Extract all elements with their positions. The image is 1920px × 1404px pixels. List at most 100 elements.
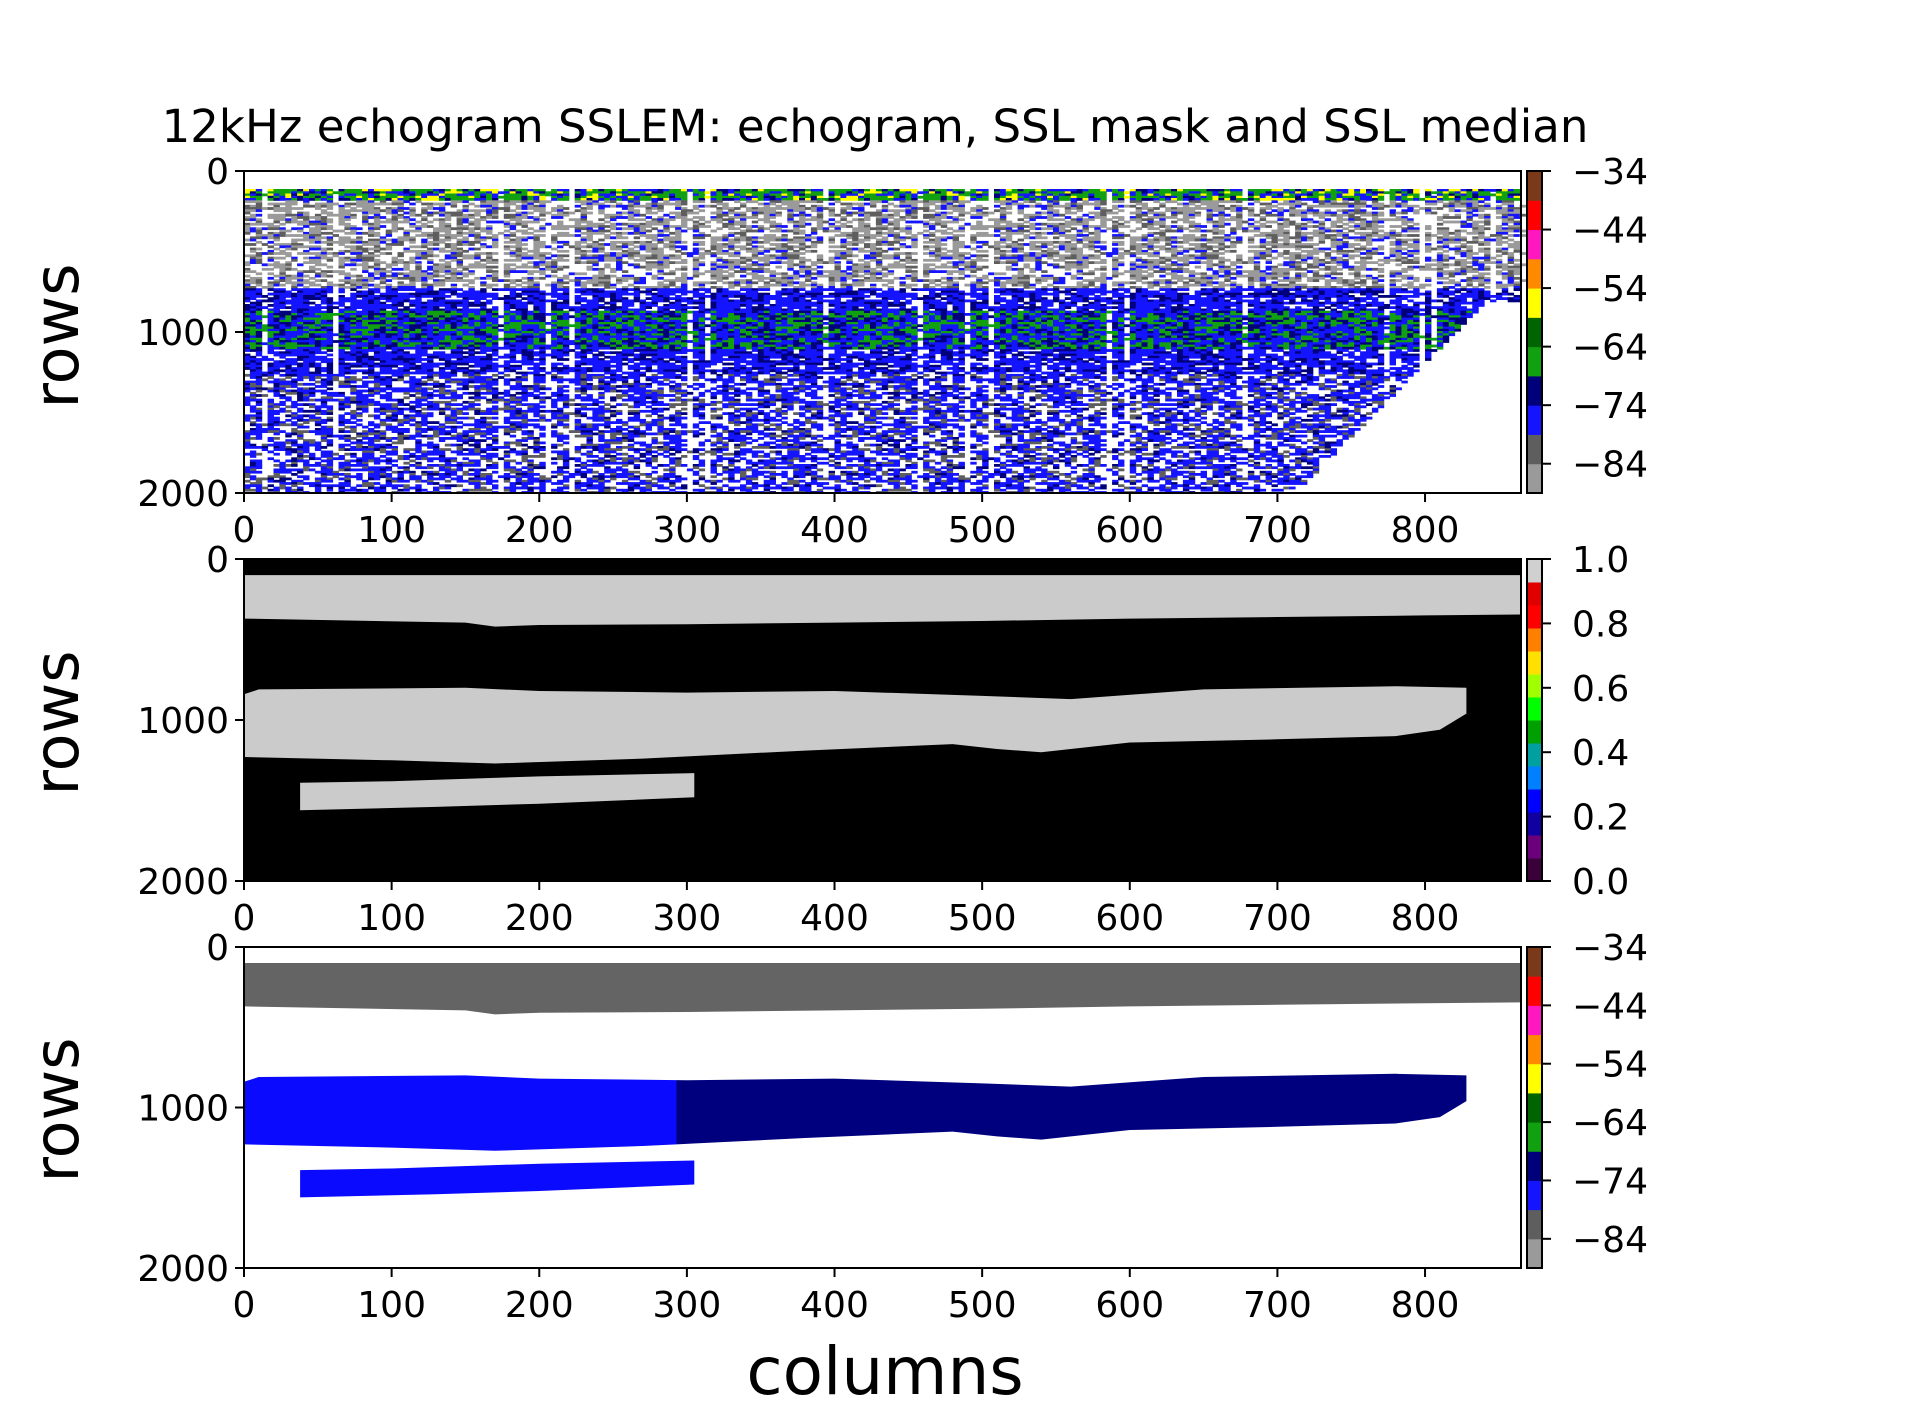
echogram-cell (450, 389, 458, 393)
echogram-cell (403, 218, 410, 222)
echogram-cell (344, 240, 351, 244)
echogram-cell (557, 335, 564, 339)
echogram-cell (244, 466, 251, 470)
echogram-cell (397, 400, 404, 404)
echogram-cell (403, 238, 410, 242)
echogram-cell (533, 464, 540, 467)
echogram-cell (309, 484, 316, 488)
echogram-cell (373, 322, 381, 325)
echogram-cell (421, 195, 428, 199)
echogram-cell (509, 387, 517, 391)
echogram-cell (456, 367, 463, 370)
echogram-cell (486, 313, 493, 316)
echogram-cell (521, 331, 528, 334)
echogram-cell (373, 459, 381, 463)
echogram-cell (320, 204, 328, 208)
echogram-cell (427, 369, 434, 373)
echogram-cell (433, 322, 440, 325)
echogram-plot-area (243, 170, 1526, 494)
echogram-cell (509, 349, 517, 352)
echogram-cell (303, 346, 310, 350)
echogram-cell (521, 349, 528, 352)
echogram-cell (391, 464, 398, 467)
echogram-cell (344, 351, 351, 355)
echogram-cell (314, 405, 322, 409)
echogram-cell (356, 331, 363, 334)
echogram-cell (362, 270, 369, 273)
echogram-cell (533, 389, 540, 393)
echogram-cell (409, 470, 416, 474)
echogram-cell (527, 261, 534, 264)
echogram-cell (267, 308, 274, 312)
echogram-cell (338, 351, 345, 355)
echogram-cell (456, 335, 463, 339)
echogram-cell (421, 234, 428, 237)
echogram-cell (409, 261, 416, 264)
echogram-cell (267, 439, 274, 442)
echogram-cell (373, 234, 381, 237)
echogram-cell (350, 346, 357, 350)
echogram-cell (356, 328, 363, 332)
echogram-cell (450, 355, 458, 359)
echogram-cell (450, 337, 458, 341)
echogram-cell (309, 308, 316, 312)
echogram-cell (261, 378, 269, 382)
echogram-cell (427, 315, 434, 319)
echogram-cell (320, 439, 328, 442)
echogram-cell (338, 270, 345, 273)
echogram-cell (545, 193, 552, 197)
echogram-cell (267, 358, 274, 361)
echogram-cell (503, 279, 511, 282)
echogram-cell (356, 434, 363, 438)
echogram-cell (255, 459, 263, 463)
echogram-cell (551, 461, 558, 465)
echogram-cell (421, 466, 428, 470)
echogram-cell (403, 198, 410, 201)
echogram-cell (338, 198, 345, 201)
echogram-cell (320, 252, 328, 255)
echogram-cell (433, 189, 440, 192)
echogram-cell (356, 340, 363, 343)
echogram-cell (356, 405, 363, 409)
echogram-cell (291, 331, 298, 334)
echogram-cell (415, 333, 422, 337)
echogram-cell (297, 414, 304, 418)
echogram-cell (303, 319, 310, 323)
echogram-cell (344, 263, 351, 267)
echogram-cell (421, 335, 428, 339)
echogram-cell (303, 200, 310, 204)
echogram-cell (521, 319, 528, 323)
echogram-cell (362, 204, 369, 208)
echogram-cell (249, 398, 257, 402)
echogram-cell (509, 425, 517, 429)
echogram-cell (356, 484, 363, 488)
echogram-cell (492, 308, 499, 312)
echogram-cell (309, 382, 316, 386)
echogram-cell (515, 470, 522, 474)
echogram-cell (273, 301, 280, 305)
echogram-cell (285, 198, 292, 201)
echogram-cell (362, 353, 369, 357)
echogram-cell (303, 249, 310, 253)
echogram-cell (314, 486, 322, 490)
echogram-cell (462, 193, 469, 197)
echogram-cell (326, 369, 334, 373)
echogram-cell (362, 362, 369, 366)
echogram-cell (444, 328, 452, 332)
echogram-cell (444, 360, 452, 364)
echogram-cell (273, 209, 280, 213)
echogram-cell (285, 195, 292, 199)
echogram-cell (415, 263, 422, 267)
echogram-cell (539, 385, 546, 388)
echogram-cell (379, 276, 387, 280)
echogram-cell (297, 319, 304, 323)
echogram-cell (415, 484, 422, 488)
echogram-cell (527, 288, 534, 291)
echogram-cell (551, 299, 558, 303)
echogram-cell (255, 220, 263, 224)
echogram-cell (497, 396, 505, 400)
echogram-cell (492, 367, 499, 370)
echogram-cell (456, 446, 463, 449)
echogram-cell (385, 340, 393, 343)
echogram-cell (279, 466, 286, 470)
